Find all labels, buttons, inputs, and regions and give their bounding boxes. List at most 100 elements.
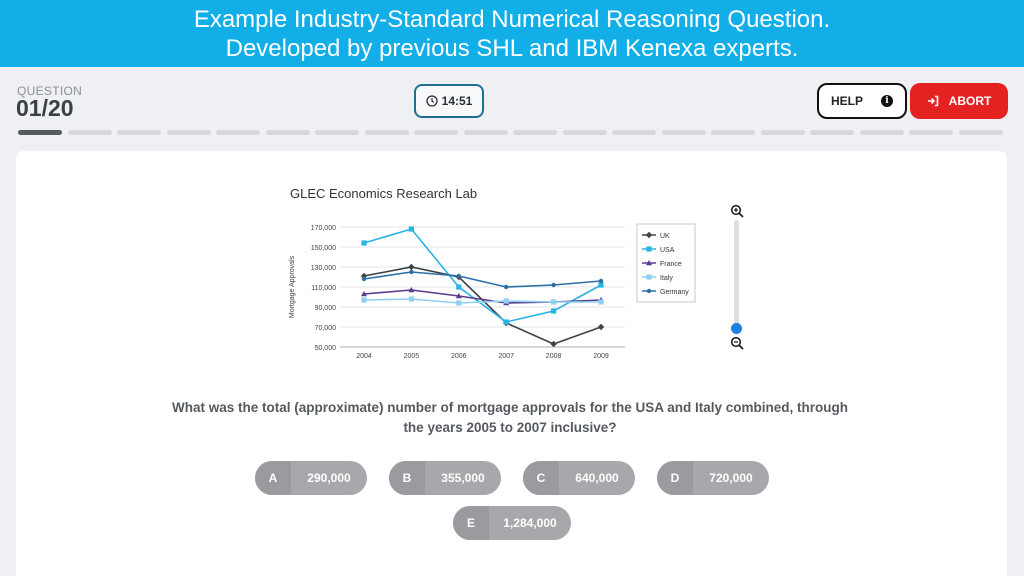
option-letter: E	[453, 506, 489, 540]
x-tick-label: 2008	[546, 353, 562, 360]
data-point	[361, 291, 367, 297]
progress-segment	[216, 130, 260, 135]
y-tick-label: 150,000	[311, 245, 336, 252]
data-point	[646, 246, 652, 252]
progress-segment	[265, 130, 310, 135]
progress-segment	[18, 130, 62, 135]
data-point	[408, 296, 414, 302]
y-tick-label: 130,000	[311, 265, 336, 272]
option-value: 355,000	[441, 471, 485, 485]
option-value: 720,000	[709, 471, 753, 485]
x-tick-label: 2005	[404, 353, 420, 360]
legend-label: USA	[660, 247, 675, 254]
series-line-usa	[363, 228, 602, 323]
data-point	[550, 340, 557, 348]
data-point	[361, 297, 367, 303]
y-tick-label: 110,000	[311, 285, 336, 292]
answer-option-c[interactable]: C 640,000	[523, 461, 635, 495]
question-card	[16, 151, 1007, 576]
help-label: HELP	[830, 94, 863, 108]
option-letter: A	[255, 461, 291, 495]
banner-line-1: Example Industry-Standard Numerical Reas…	[193, 6, 831, 33]
zoom-in-icon[interactable]	[730, 204, 744, 218]
data-point	[456, 300, 462, 306]
data-point	[597, 323, 605, 331]
progress-segment	[661, 130, 706, 135]
x-tick-label: 2006	[451, 353, 467, 360]
data-point	[646, 274, 652, 280]
data-point	[361, 276, 367, 282]
progress-segment	[612, 130, 656, 135]
help-button[interactable]: HELP i	[817, 83, 907, 119]
abort-button[interactable]: ABORT	[910, 83, 1008, 119]
y-tick-label: 70,000	[315, 325, 337, 332]
zoom-slider-handle[interactable]	[731, 323, 742, 334]
progress-segment	[562, 130, 607, 135]
option-value: 1,284,000	[503, 516, 557, 530]
data-point	[504, 284, 509, 290]
x-tick-label: 2004	[356, 353, 372, 360]
progress-segment	[909, 130, 953, 135]
data-point	[598, 299, 604, 305]
data-point	[646, 288, 652, 294]
option-value: 290,000	[307, 471, 351, 485]
option-letter: D	[657, 461, 693, 495]
chart-title: GLEC Economics Research Lab	[290, 186, 477, 201]
legend-label: France	[660, 261, 682, 268]
timer: 14:51	[414, 84, 484, 118]
legend-label: Germany	[660, 289, 689, 296]
data-point	[456, 273, 461, 279]
progress-segment	[414, 130, 458, 135]
data-point	[551, 299, 557, 305]
data-point	[503, 319, 509, 325]
progress-segment	[859, 130, 904, 135]
data-point	[598, 282, 604, 288]
progress-segment	[67, 130, 112, 135]
progress-segment	[166, 130, 211, 135]
data-point	[409, 269, 414, 275]
data-point	[645, 231, 653, 239]
legend-label: UK	[660, 233, 670, 240]
legend-label: Italy	[660, 275, 673, 282]
answer-option-d[interactable]: D 720,000	[657, 461, 769, 495]
y-tick-label: 170,000	[311, 225, 336, 232]
info-icon: i	[881, 95, 893, 107]
data-point	[455, 293, 462, 299]
data-point	[361, 240, 367, 246]
progress-segment	[513, 130, 557, 135]
data-point	[551, 308, 557, 314]
y-tick-label: 50,000	[315, 345, 337, 352]
timer-value: 14:51	[441, 94, 473, 108]
data-point	[408, 226, 414, 232]
banner-line-2: Developed by previous SHL and IBM Kenexa…	[225, 35, 799, 62]
series-line-germany	[363, 271, 602, 288]
progress-segment	[315, 130, 359, 135]
question-text: What was the total (approximate) number …	[171, 400, 849, 435]
data-point	[646, 260, 652, 266]
top-banner: Example Industry-Standard Numerical Reas…	[0, 0, 1024, 67]
data-point	[503, 298, 509, 304]
question-number: 01/20	[16, 95, 74, 121]
data-point	[408, 263, 415, 271]
zoom-slider-track[interactable]	[734, 220, 739, 330]
sign-out-icon	[927, 95, 938, 107]
data-point	[360, 272, 368, 280]
answer-option-a[interactable]: A 290,000	[255, 461, 367, 495]
progress-segment	[364, 130, 409, 135]
progress-segment	[958, 130, 1003, 135]
y-tick-label: 90,000	[315, 305, 337, 312]
progress-segment	[117, 130, 161, 135]
progress-bar	[18, 130, 1008, 136]
abort-label: ABORT	[948, 94, 992, 108]
y-axis-label: Mortgage Approvals	[289, 255, 296, 318]
zoom-control	[728, 204, 746, 354]
answer-option-b[interactable]: B 355,000	[389, 461, 501, 495]
progress-segment	[711, 130, 755, 135]
series-line-uk	[363, 266, 602, 345]
question-label: QUESTION	[17, 84, 83, 98]
option-letter: B	[389, 461, 425, 495]
answer-option-e[interactable]: E 1,284,000	[453, 506, 571, 540]
series-line-italy	[363, 298, 601, 304]
zoom-out-icon[interactable]	[730, 336, 744, 350]
line-chart: GLEC Economics Research Lab 50,000 70,000 9…	[289, 186, 696, 360]
